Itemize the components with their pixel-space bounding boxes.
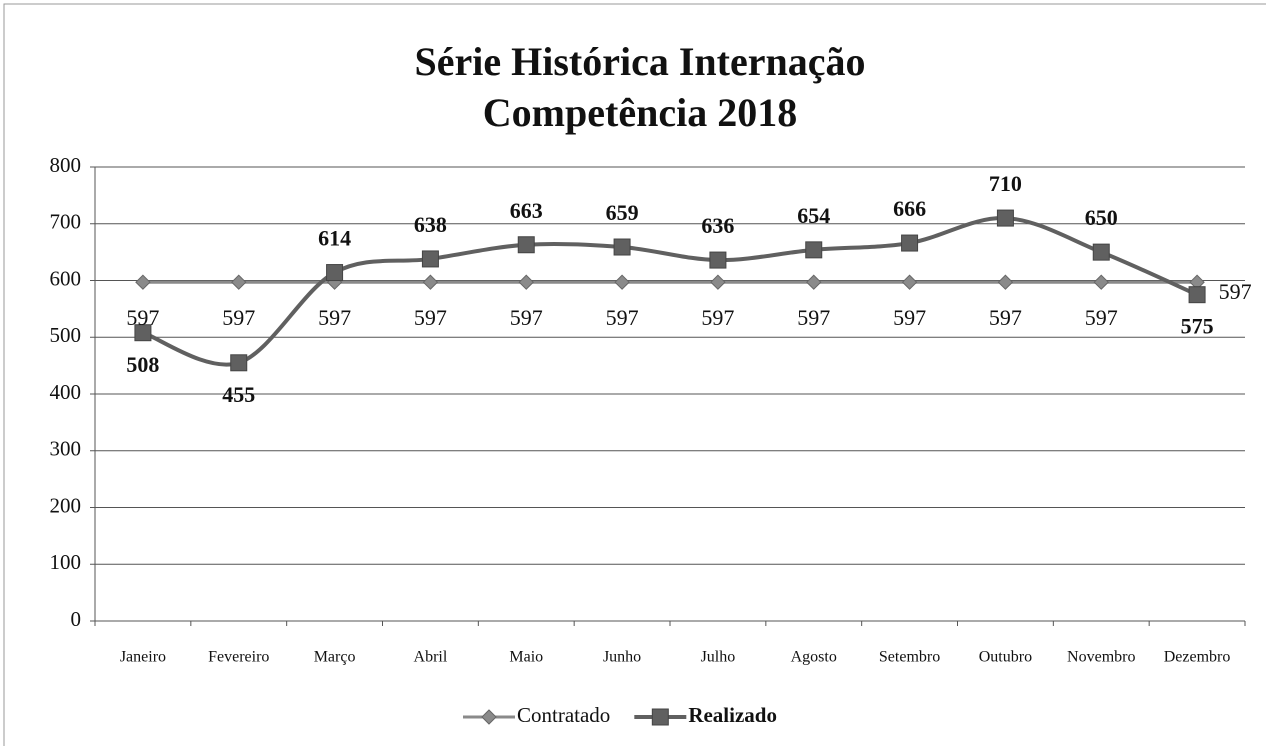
data-label: 614	[318, 226, 351, 251]
point-marker	[135, 274, 151, 290]
x-tick-label: Novembro	[1067, 649, 1135, 666]
data-label: 597	[606, 305, 639, 330]
y-tick-label: 300	[50, 437, 82, 461]
data-label: 455	[222, 382, 255, 407]
x-tick-label: Julho	[701, 649, 736, 666]
y-tick-label: 600	[50, 266, 82, 290]
point-marker	[326, 264, 344, 282]
point-marker	[614, 274, 630, 290]
data-label: 654	[797, 203, 830, 228]
x-tick-label: Junho	[603, 649, 641, 666]
x-tick-label: Outubro	[979, 649, 1032, 666]
chart-subtitle: Competência 2018	[483, 90, 797, 135]
chart-frame	[3, 3, 1266, 746]
series-line	[142, 216, 1198, 367]
point-marker	[1188, 286, 1206, 304]
point-marker	[517, 236, 535, 254]
data-label: 597	[126, 305, 159, 330]
point-marker	[996, 209, 1014, 227]
point-marker	[709, 251, 727, 269]
point-marker	[997, 274, 1014, 290]
y-tick-label: 700	[50, 210, 82, 234]
x-tick-label: Abril	[414, 649, 448, 666]
data-label: 597	[510, 305, 543, 330]
data-label: 597	[1085, 305, 1118, 330]
data-label: 710	[989, 171, 1022, 196]
point-marker	[901, 234, 919, 252]
data-label: 597	[318, 305, 351, 330]
data-label: 508	[126, 352, 159, 377]
legend-label: Contratado	[517, 703, 610, 727]
data-label: 597	[1219, 279, 1252, 304]
x-tick-label: Setembro	[879, 649, 940, 666]
x-tick-label: Março	[314, 649, 356, 666]
point-marker	[231, 274, 247, 290]
data-label: 597	[414, 305, 447, 330]
data-label: 666	[893, 196, 926, 221]
y-tick-label: 100	[50, 550, 82, 574]
data-label: 659	[606, 200, 639, 225]
y-tick-label: 200	[50, 493, 82, 517]
data-label: 597	[701, 305, 734, 330]
data-label: 597	[893, 305, 926, 330]
legend-marker	[481, 709, 497, 725]
data-label: 636	[701, 213, 734, 238]
x-tick-label: Fevereiro	[208, 649, 269, 666]
point-marker	[613, 238, 631, 256]
data-label: 638	[414, 212, 447, 237]
x-tick-label: Maio	[509, 649, 543, 666]
x-tick-label: Janeiro	[120, 649, 166, 666]
point-marker	[806, 274, 822, 290]
data-label: 597	[989, 305, 1022, 330]
point-marker	[421, 250, 439, 268]
point-marker	[422, 274, 439, 290]
point-marker	[1092, 243, 1110, 261]
data-label: 650	[1085, 205, 1118, 230]
chart-title: Série Histórica Internação	[415, 39, 866, 84]
x-tick-label: Agosto	[791, 649, 837, 666]
data-label: 597	[797, 305, 830, 330]
point-marker	[1093, 274, 1109, 290]
point-marker	[805, 241, 823, 259]
legend-label: Realizado	[688, 703, 777, 727]
y-tick-label: 800	[50, 153, 82, 177]
y-tick-label: 500	[50, 323, 82, 347]
y-tick-label: 0	[71, 607, 82, 631]
point-marker	[230, 354, 248, 372]
legend-marker	[651, 708, 669, 726]
data-label: 597	[222, 305, 255, 330]
data-label: 575	[1181, 314, 1214, 339]
data-label: 663	[510, 198, 543, 223]
point-marker	[518, 274, 534, 290]
point-marker	[901, 274, 918, 290]
point-marker	[710, 274, 726, 290]
x-tick-label: Dezembro	[1164, 649, 1231, 666]
y-tick-label: 400	[50, 380, 82, 404]
point-marker	[134, 324, 152, 342]
